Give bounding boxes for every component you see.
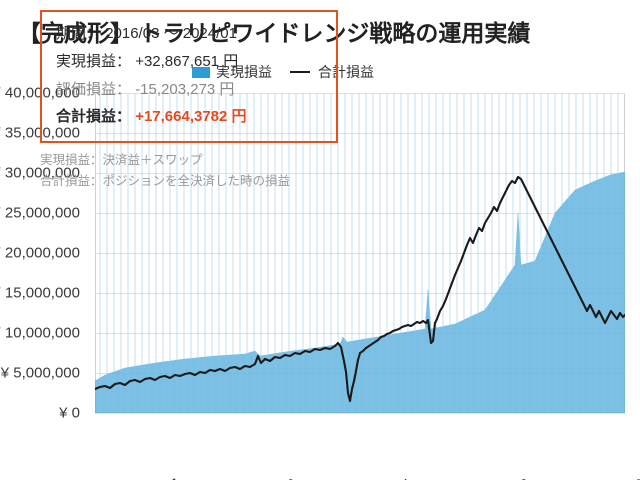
footnote-line1: 実現損益：決済益＋スワップ bbox=[40, 150, 290, 171]
ytick-1: ¥ 5,000,000 bbox=[0, 365, 80, 382]
period-row: 期間： 2016/03 ～ 2024/01 bbox=[56, 20, 322, 48]
ytick-5: ¥ 25,000,000 bbox=[0, 205, 80, 222]
gridline-0 bbox=[95, 413, 625, 414]
xtick-3: 2021/04/12 bbox=[463, 475, 532, 480]
chart-footnote: 実現損益：決済益＋スワップ 合計損益：ポジションを全決済した時の損益 bbox=[40, 150, 290, 193]
total-row: 合計損益： +17,664,3782 円 bbox=[56, 103, 322, 131]
ytick-2: ¥ 10,000,000 bbox=[0, 325, 80, 342]
valuation-row: 評価損益： -15,203,273 円 bbox=[56, 76, 322, 104]
stats-annotation-box: 期間： 2016/03 ～ 2024/01 実現損益： +32,867,651 … bbox=[40, 10, 338, 143]
ytick-4: ¥ 20,000,000 bbox=[0, 245, 80, 262]
chart-window: 【完成形】 トラリピワイドレンジ戦略の運用実績 実現損益 合計損益 ¥ 40,0… bbox=[0, 0, 640, 480]
ytick-3: ¥ 15,000,000 bbox=[0, 285, 80, 302]
ytick-0: ¥ 0 bbox=[0, 405, 80, 422]
xtick-0: 2016/10/17 bbox=[113, 475, 182, 480]
xtick-1: 2018/04/16 bbox=[230, 475, 299, 480]
xtick-4: 2022/10/10 bbox=[578, 475, 640, 480]
realized-row: 実現損益： +32,867,651 円 bbox=[56, 48, 322, 76]
xtick-2: 2019/10/14 bbox=[345, 475, 414, 480]
footnote-line2: 合計損益：ポジションを全決済した時の損益 bbox=[40, 171, 290, 192]
